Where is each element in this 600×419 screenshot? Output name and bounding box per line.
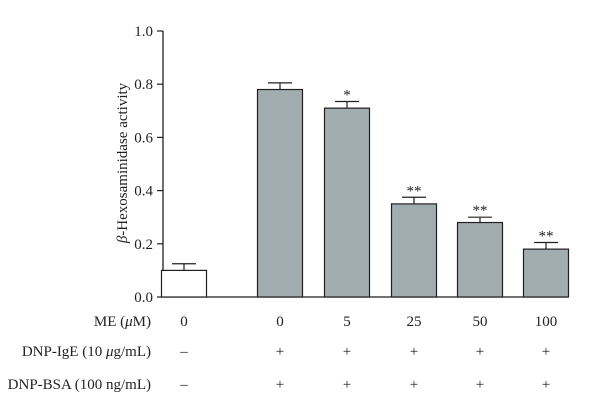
treatment-row-label-tail: M): [133, 314, 151, 330]
bar: [390, 203, 438, 298]
treatment-cell: 0: [276, 314, 284, 330]
treatment-cell: +: [476, 377, 484, 393]
treatment-row-label-symbol: μ: [105, 344, 114, 360]
treatment-cell: 5: [343, 314, 351, 330]
y-axis-title-text: -Hexosaminidase activity: [115, 82, 131, 235]
treatment-row-label: ME (μM): [94, 314, 151, 330]
treatment-cell: +: [343, 377, 351, 393]
treatment-row-label-symbol: μ: [124, 314, 133, 330]
significance-marker: **: [473, 203, 488, 219]
treatment-row-label-main: DNP-BSA (100 ng/mL): [8, 377, 151, 393]
bars: *******: [160, 82, 570, 298]
y-tick-label: 0.8: [134, 77, 153, 93]
significance-marker: **: [407, 183, 422, 199]
treatment-cell: –: [179, 344, 188, 360]
y-tick-label: 0.4: [134, 184, 153, 200]
treatment-row-label: DNP-IgE (10 μg/mL): [22, 344, 151, 360]
bar: [522, 248, 570, 298]
y-axis-title-symbol: β: [115, 235, 131, 244]
treatment-cell: +: [542, 344, 550, 360]
y-tick-label: 0.2: [134, 237, 153, 253]
significance-marker: **: [539, 228, 554, 244]
y-axis-title: β-Hexosaminidase activity: [115, 82, 131, 244]
treatment-cell: 50: [473, 314, 488, 330]
y-tick-label: 1.0: [134, 24, 153, 40]
y-ticks: 0.0 0.2 0.4 0.6 0.8 1.0: [134, 24, 163, 306]
treatment-cell: +: [343, 344, 351, 360]
treatment-cell: 100: [535, 314, 558, 330]
treatment-cell: –: [179, 377, 188, 393]
treatment-cell: +: [276, 377, 284, 393]
bar: [323, 107, 371, 298]
treatment-cell: +: [410, 377, 418, 393]
y-tick-label: 0.0: [134, 290, 153, 306]
significance-marker: *: [343, 87, 351, 103]
bar: [256, 88, 304, 298]
treatment-row-label: DNP-BSA (100 ng/mL): [8, 377, 151, 393]
treatment-row-label-main: DNP-IgE (10: [22, 344, 106, 360]
treatment-cell: +: [276, 344, 284, 360]
treatment-cell: 0: [180, 314, 188, 330]
treatment-cell: +: [410, 344, 418, 360]
y-tick-label: 0.6: [134, 130, 153, 146]
bar: [456, 221, 504, 298]
treatment-row-label-main: ME (: [94, 314, 125, 330]
treatment-row-label-tail: g/mL): [114, 344, 152, 360]
treatment-cell: +: [542, 377, 550, 393]
treatment-cell: 25: [407, 314, 422, 330]
bar: [160, 269, 208, 298]
treatment-cell: +: [476, 344, 484, 360]
